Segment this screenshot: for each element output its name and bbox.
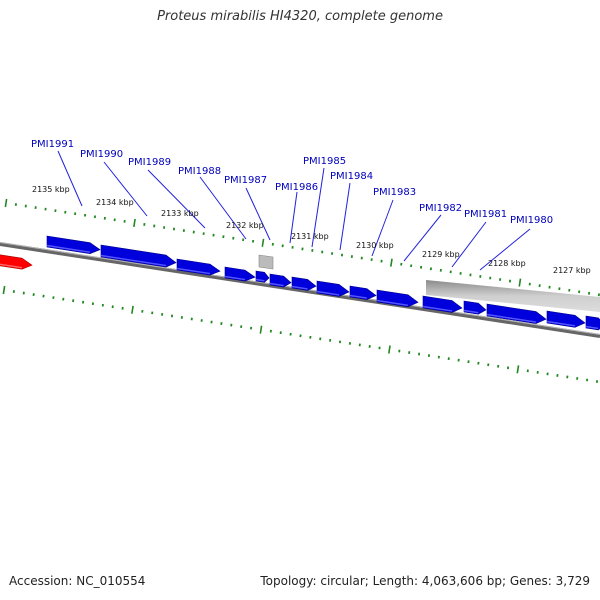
inner-tick-ring: [2, 285, 599, 383]
scale-label: 2133 kbp: [161, 209, 199, 218]
scale-label: 2129 kbp: [422, 250, 460, 259]
genome-backbone: [0, 242, 600, 338]
inner-tick: [2, 285, 6, 295]
gene-label: PMI1984: [330, 171, 373, 182]
grey-feature-small[interactable]: [258, 254, 274, 270]
gene-arrow-pmi1985-shade: [291, 285, 308, 290]
outer-tick: [390, 258, 393, 267]
callout-line: [147, 169, 206, 229]
gene-label: PMI1980: [510, 215, 553, 226]
gene-label: PMI1986: [275, 182, 318, 193]
gene-label: PMI1982: [419, 203, 462, 214]
gene-arrow-pmi1990[interactable]: [100, 244, 177, 268]
gene-callout-lines: [57, 150, 531, 271]
inner-tick: [259, 325, 263, 334]
gene-arrow-d-shade: [585, 325, 599, 330]
scale-label: 2134 kbp: [96, 198, 134, 207]
callout-line: [289, 191, 298, 244]
gene-label: PMI1989: [128, 157, 171, 168]
gene-label: PMI1991: [31, 139, 74, 150]
callout-line: [403, 214, 442, 262]
accession-text: Accession: NC_010554: [9, 574, 146, 588]
scale-label: 2132 kbp: [226, 221, 264, 230]
gene-arrow-pmi1990-shade: [100, 254, 167, 267]
gene-arrow-pmi1983-shade: [349, 294, 368, 299]
gene-arrow-pmi1991-shade: [46, 244, 91, 253]
gene-label: PMI1985: [303, 156, 346, 167]
callout-line: [199, 176, 247, 240]
genome-info-text: Topology: circular; Length: 4,063,606 bp…: [260, 574, 590, 588]
callout-line: [311, 167, 325, 248]
gene-label: PMI1988: [178, 166, 221, 177]
gene-arrow-pmi1980-shade: [463, 309, 479, 314]
outer-tick: [518, 278, 522, 287]
inner-tick: [516, 365, 520, 374]
callout-line: [245, 187, 271, 241]
gene-arrows[interactable]: [0, 235, 600, 331]
inner-tick: [388, 345, 391, 354]
gene-label: PMI1990: [80, 149, 123, 160]
gene-label: PMI1987: [224, 175, 267, 186]
grey-feature-band[interactable]: [426, 280, 600, 312]
scale-label: 2127 kbp: [553, 266, 591, 275]
outer-tick-ring: [4, 198, 600, 297]
gene-label: PMI1983: [373, 187, 416, 198]
gene-arrow-red-shade: [0, 263, 23, 269]
gene-arrow-c-shade: [546, 320, 576, 327]
gene-arrow-pmi1989-shade: [176, 267, 211, 275]
gene-arrow-pmi1987-shade: [255, 278, 265, 282]
callout-line: [103, 161, 148, 217]
gene-arrow-pmi1986-shade: [269, 282, 284, 287]
scale-label: 2128 kbp: [488, 259, 526, 268]
callout-line: [57, 150, 83, 207]
scale-label: 2131 kbp: [291, 232, 329, 241]
scale-labels: 2135 kbp 2134 kbp 2133 kbp 2132 kbp 2131 kbp…: [32, 185, 591, 275]
map-title: Proteus mirabilis HI4320, complete genom…: [157, 9, 443, 24]
outer-tick: [133, 218, 136, 227]
gene-label: PMI1981: [464, 209, 507, 220]
callout-line: [339, 182, 351, 251]
callout-line: [451, 221, 487, 268]
outer-tick: [4, 198, 8, 208]
callout-line: [479, 228, 531, 271]
gene-arrow-pmi1981-shade: [422, 305, 453, 312]
gene-arrow-pmi1991[interactable]: [46, 235, 101, 254]
outer-tick: [261, 238, 265, 247]
gene-arrow-pmi1988-shade: [224, 275, 246, 281]
callout-line: [371, 199, 394, 257]
gene-arrow-b[interactable]: [486, 303, 547, 324]
gene-arrow-b-shade: [486, 313, 537, 323]
gene-arrow-pmi1982-shade: [376, 299, 409, 306]
inner-tick: [131, 305, 134, 314]
scale-label: 2130 kbp: [356, 241, 394, 250]
scale-label: 2135 kbp: [32, 185, 70, 194]
gene-arrow-pmi1984-shade: [316, 290, 340, 296]
gene-arrow-pmi1989[interactable]: [176, 258, 221, 276]
